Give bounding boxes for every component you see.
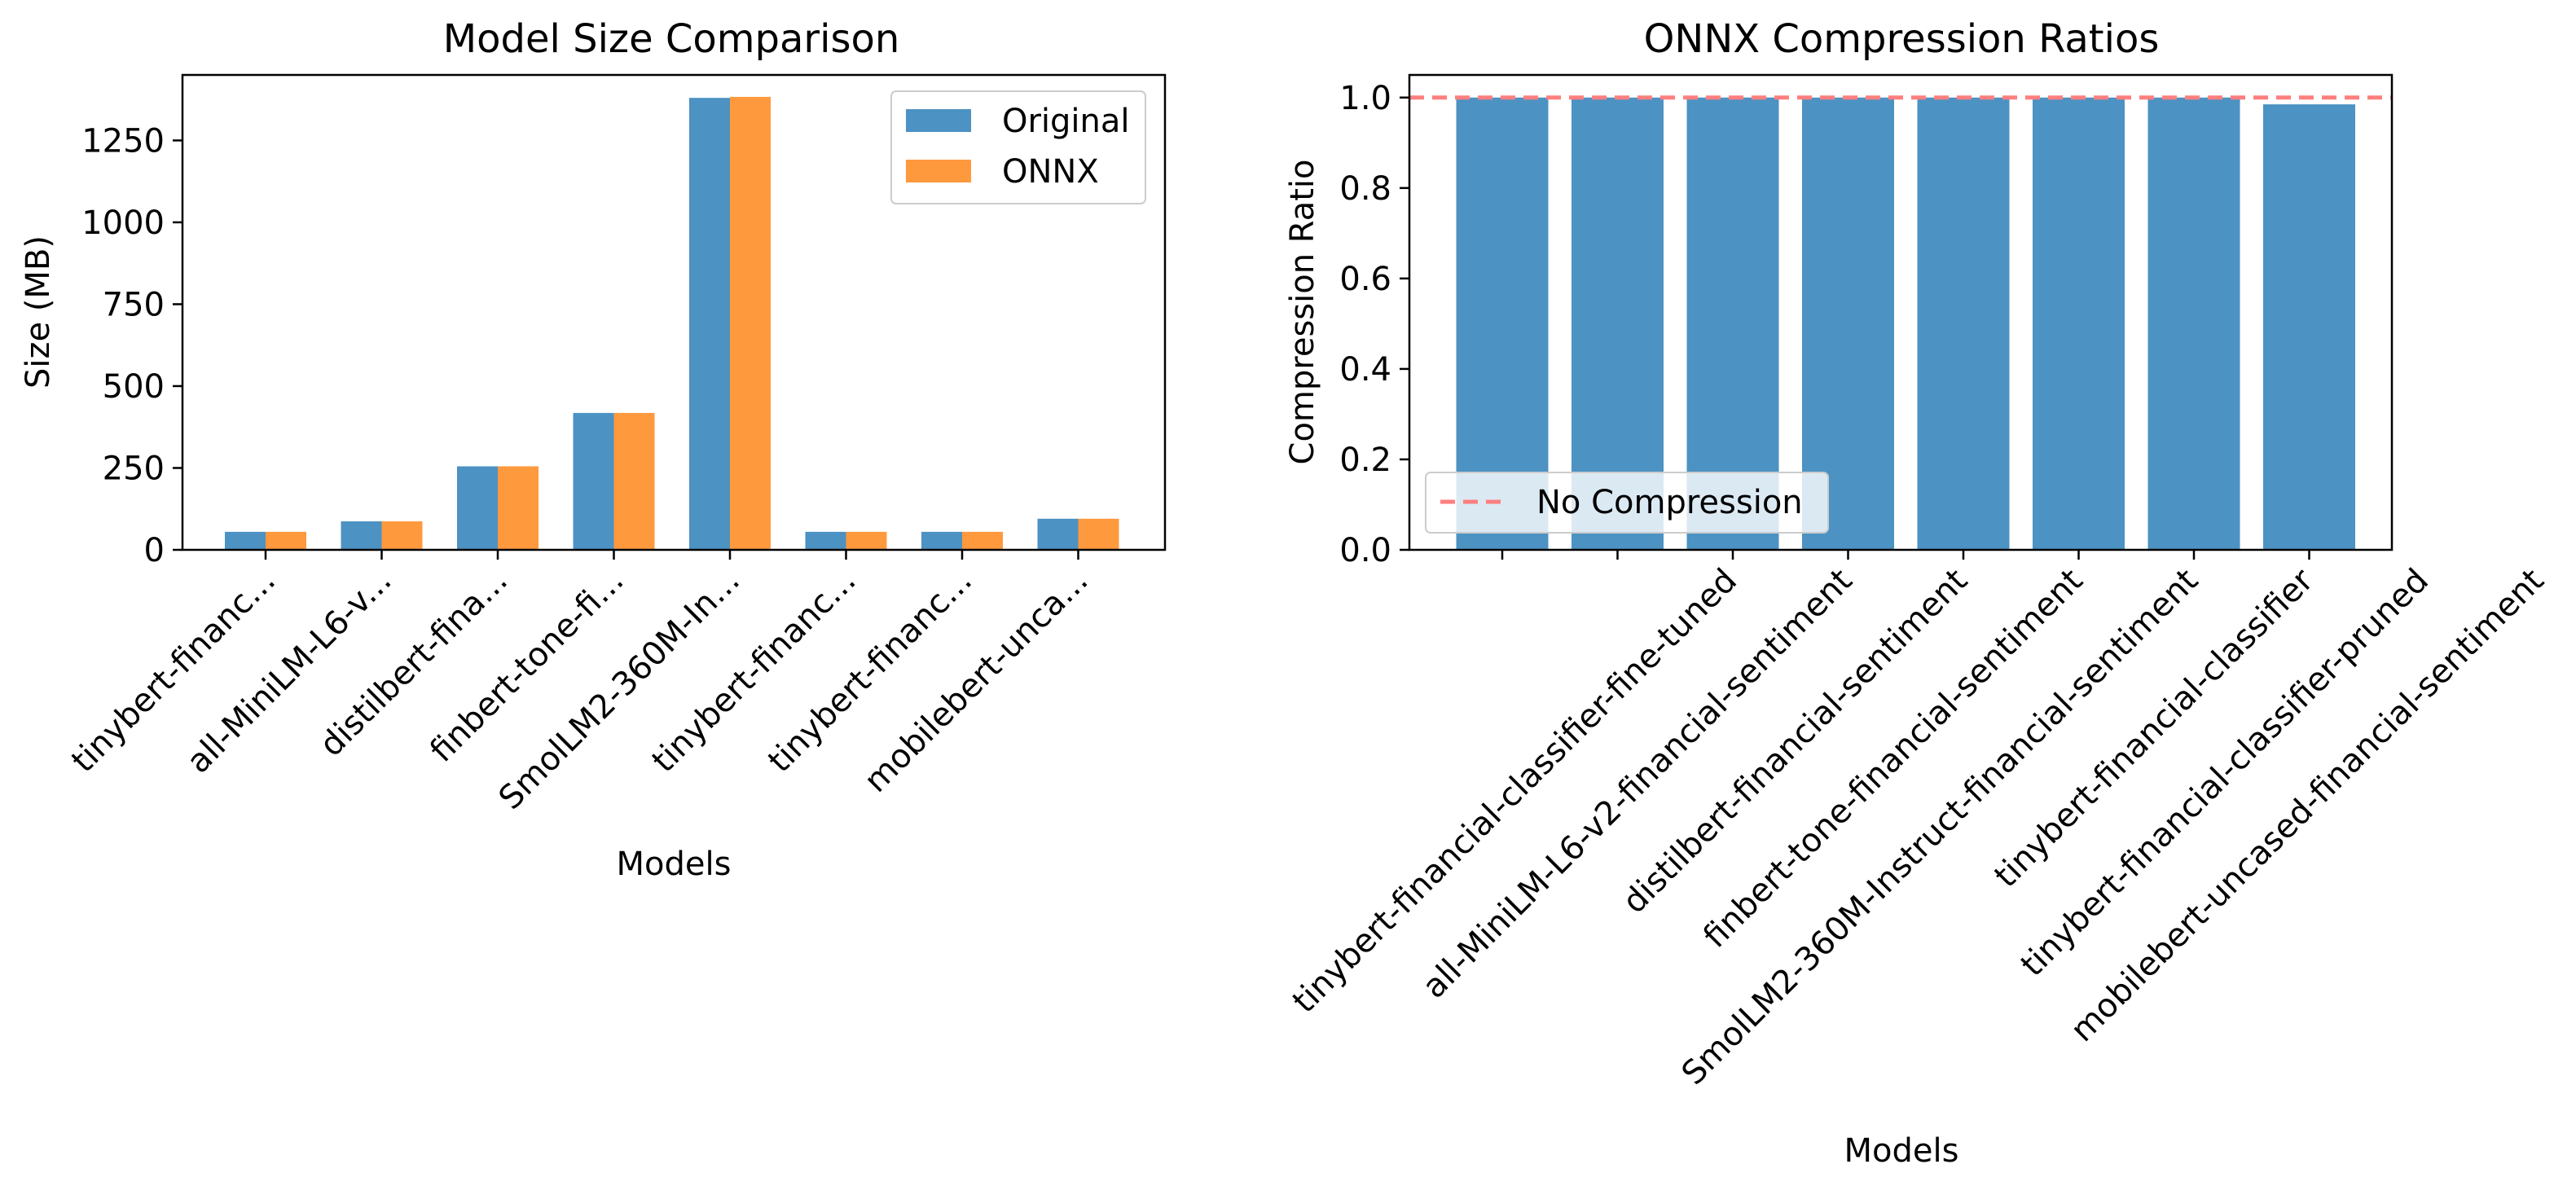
y-axis-ticks: 0.0 0.2 0.4 0.6 0.8 1.0 [1339,80,1409,569]
y-tick-label: 500 [103,368,165,406]
legend-box [1425,472,1829,534]
y-tick-label: 1250 [81,122,165,160]
bar-onnx [613,412,655,550]
y-tick-label: 0.4 [1339,351,1391,389]
legend-label-original: Original [1002,103,1130,140]
bar-onnx [266,531,306,550]
y-axis-label: Size (MB) [20,235,57,389]
bar-compression-ratio [2147,97,2240,550]
bar-compression-ratio [1917,97,2010,550]
bar-onnx [381,521,423,550]
bars-layer [225,96,1119,551]
y-tick-label: 750 [103,286,165,323]
bar-onnx [730,96,771,551]
bar-original [689,98,730,550]
x-axis-label: Models [617,846,732,883]
bar-original [457,466,498,550]
bar-original [1037,518,1079,550]
bar-onnx [846,531,887,550]
bar-compression-ratio [2263,104,2355,551]
y-tick-label: 250 [103,450,165,487]
y-tick-label: 0.6 [1339,261,1391,298]
y-tick-label: 0.0 [1339,532,1391,569]
legend-swatch-original [906,109,971,132]
bar-compression-ratio [2033,97,2125,550]
y-tick-label: 1.0 [1339,80,1391,117]
bar-original [225,531,266,550]
plot-frame [1408,73,2394,551]
legend: Original ONNX [890,90,1146,204]
y-tick-label: 0.2 [1339,442,1391,479]
chart-title: ONNX Compression Ratios [1644,16,2160,62]
bar-onnx [498,466,538,550]
x-axis-label: Models [1844,1132,1959,1170]
plot-frame [181,73,1167,551]
y-axis-ticks: 0 250 500 750 1000 1250 [81,122,182,569]
bars-layer [1456,97,2355,551]
bar-onnx [962,531,1003,550]
bar-onnx [1078,518,1119,550]
y-tick-label: 1000 [81,204,165,242]
legend-label-onnx: ONNX [1002,153,1099,191]
legend: No Compression [1425,472,1829,534]
chart-title: Model Size Comparison [443,16,900,62]
y-tick-label: 0 [144,532,165,569]
bar-original [805,531,846,550]
legend-swatch-onnx [906,160,971,182]
bar-original [921,531,962,550]
y-axis-label: Compression Ratio [1284,160,1321,465]
legend-label-no-compression: No Compression [1536,484,1803,521]
bar-original [341,521,382,550]
bar-original [573,412,614,550]
y-tick-label: 0.8 [1339,170,1391,208]
